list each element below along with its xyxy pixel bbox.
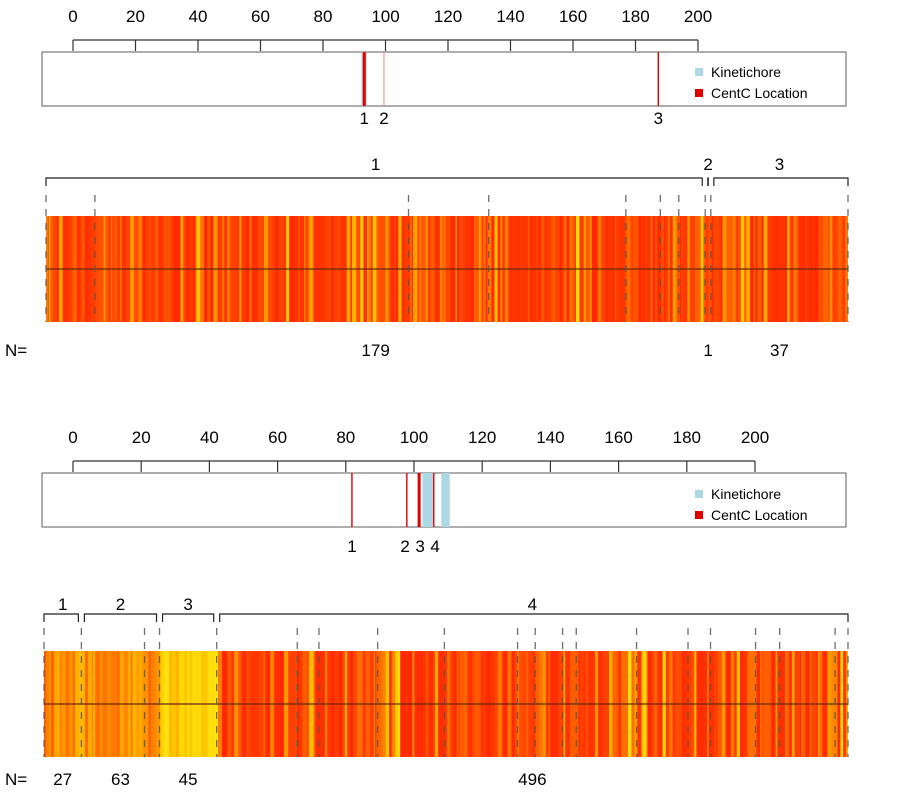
axis-tick-label: 40	[200, 428, 219, 447]
legend-swatch	[695, 511, 703, 519]
axis-tick-label: 120	[434, 7, 462, 26]
n-prefix: N=	[5, 770, 27, 789]
axis-tick-label: 20	[132, 428, 151, 447]
segment-bracket	[43, 613, 79, 622]
segment-count: 1	[703, 341, 712, 360]
centc-label: 2	[379, 109, 388, 128]
segment-bracket	[83, 613, 158, 622]
kinetochore-block	[441, 473, 450, 527]
centc-label: 3	[654, 109, 663, 128]
segment-label: 1	[58, 595, 67, 614]
axis-tick-label: 160	[604, 428, 632, 447]
axis-tick-label: 180	[621, 7, 649, 26]
axis-tick-label: 60	[251, 7, 270, 26]
axis-tick-label: 140	[536, 428, 564, 447]
legend-swatch	[695, 68, 703, 76]
axis-tick-label: 0	[68, 428, 77, 447]
centc-label: 1	[347, 537, 356, 556]
axis-tick-label: 60	[268, 428, 287, 447]
legend-swatch	[695, 89, 703, 97]
segment-label: 1	[371, 155, 380, 174]
segment-bracket	[219, 613, 849, 622]
segment-bracket	[45, 177, 703, 186]
axis-tick-label: 200	[741, 428, 769, 447]
axis-tick-label: 20	[126, 7, 145, 26]
segment-bracket	[161, 613, 215, 622]
centc-label: 2	[400, 537, 409, 556]
axis-tick-label: 200	[684, 7, 712, 26]
axis-tick-label: 120	[468, 428, 496, 447]
legend-label: Kinetichore	[711, 64, 781, 80]
axis-tick-label: 180	[673, 428, 701, 447]
segment-count: 179	[361, 341, 389, 360]
n-prefix: N=	[5, 341, 27, 360]
centc-label: 3	[415, 537, 424, 556]
axis-tick-label: 80	[314, 7, 333, 26]
segment-count: 63	[111, 770, 130, 789]
segment-count: 27	[53, 770, 72, 789]
axis-tick-label: 140	[496, 7, 524, 26]
segment-label: 4	[528, 595, 537, 614]
segment-label: 3	[183, 595, 192, 614]
centc-label: 1	[360, 109, 369, 128]
segment-count: 45	[179, 770, 198, 789]
segment-label: 2	[116, 595, 125, 614]
legend-label: CentC Location	[711, 507, 808, 523]
axis-tick-label: 40	[189, 7, 208, 26]
axis-tick-label: 0	[68, 7, 77, 26]
segment-count: 37	[770, 341, 789, 360]
centc-label: 4	[430, 537, 439, 556]
axis-tick-label: 160	[559, 7, 587, 26]
segment-count: 496	[518, 770, 546, 789]
kinetochore-block	[422, 473, 435, 527]
legend-swatch	[695, 490, 703, 498]
segment-label: 3	[775, 155, 784, 174]
legend-label: CentC Location	[711, 85, 808, 101]
axis-tick-label: 80	[336, 428, 355, 447]
legend-label: Kinetichore	[711, 486, 781, 502]
segment-bracket	[713, 177, 849, 186]
axis-tick-label: 100	[371, 7, 399, 26]
segment-label: 2	[703, 155, 712, 174]
axis-tick-label: 100	[400, 428, 428, 447]
chromosome-box	[41, 51, 847, 107]
